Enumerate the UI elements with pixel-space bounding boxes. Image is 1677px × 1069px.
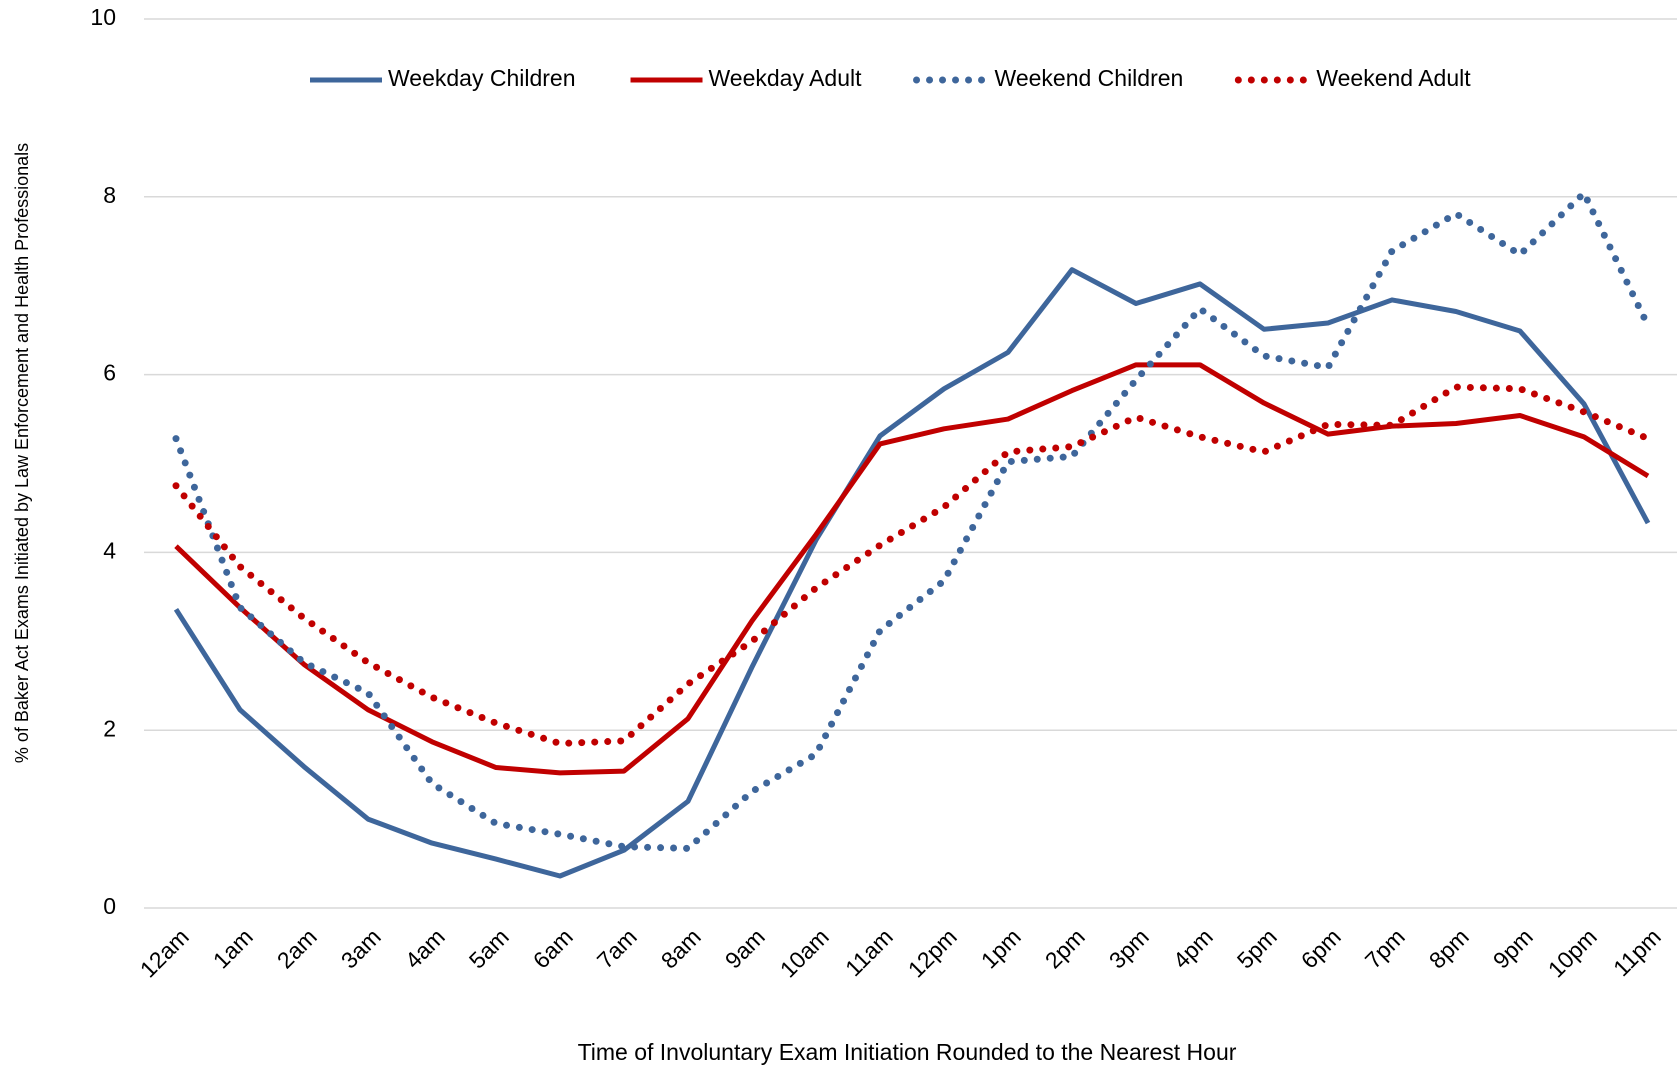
x-tick-label: 1pm — [976, 923, 1026, 973]
x-tick-label: 12am — [135, 923, 194, 982]
x-axis-label: Time of Involuntary Exam Initiation Roun… — [578, 1039, 1237, 1065]
x-tick-label: 4am — [400, 923, 450, 973]
x-tick-label: 5pm — [1232, 923, 1282, 973]
x-tick-label: 9am — [720, 923, 770, 973]
legend-label: Weekend Children — [995, 65, 1184, 91]
x-tick-label: 2am — [272, 923, 322, 973]
x-tick-label: 8am — [656, 923, 706, 973]
y-tick-label: 4 — [103, 537, 116, 563]
x-tick-label: 12pm — [903, 923, 962, 982]
series-line — [172, 383, 1652, 748]
legend-label: Weekend Adult — [1316, 65, 1471, 91]
x-tick-label: 1am — [208, 923, 258, 973]
y-tick-label: 10 — [90, 4, 116, 30]
y-tick-label: 0 — [103, 893, 116, 919]
y-tick-label: 2 — [103, 715, 116, 741]
x-tick-label: 10pm — [1543, 923, 1602, 982]
y-tick-label: 6 — [103, 360, 116, 386]
x-tick-label: 6pm — [1296, 923, 1346, 973]
x-tick-label: 3am — [336, 923, 386, 973]
x-tick-label: 7pm — [1360, 923, 1410, 973]
x-tick-label: 4pm — [1168, 923, 1218, 973]
x-tick-label: 6am — [528, 923, 578, 973]
x-tick-label: 8pm — [1424, 923, 1474, 973]
x-tick-label: 7am — [592, 923, 642, 973]
legend-label: Weekday Children — [388, 65, 576, 91]
x-tick-label: 11am — [840, 923, 898, 981]
series-line — [174, 362, 1650, 776]
x-tick-label: 2pm — [1040, 923, 1090, 973]
series-line — [172, 187, 1652, 852]
series-line — [173, 267, 1651, 879]
x-tick-label: 9pm — [1488, 923, 1538, 973]
y-tick-label: 8 — [103, 182, 116, 208]
x-tick-label: 3pm — [1104, 923, 1154, 973]
y-axis-label: % of Baker Act Exams Initiated by Law En… — [12, 143, 32, 763]
x-tick-label: 10am — [775, 923, 834, 982]
x-tick-label: 5am — [464, 923, 514, 973]
x-tick-label: 11pm — [1608, 923, 1666, 981]
legend-label: Weekday Adult — [709, 65, 863, 91]
